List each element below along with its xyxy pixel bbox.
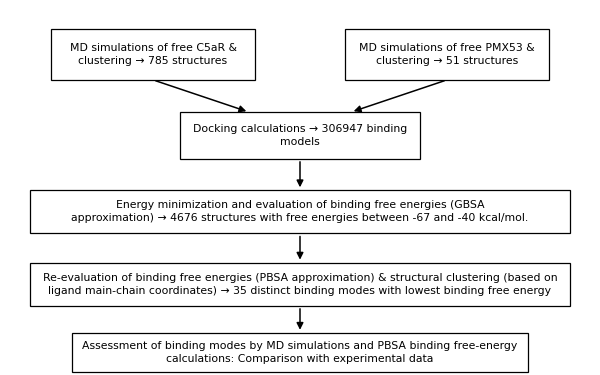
Text: Docking calculations → 306947 binding
models: Docking calculations → 306947 binding mo…: [193, 124, 407, 147]
FancyBboxPatch shape: [51, 29, 255, 80]
FancyBboxPatch shape: [72, 333, 528, 372]
Text: Re-evaluation of binding free energies (PBSA approximation) & structural cluster: Re-evaluation of binding free energies (…: [43, 273, 557, 296]
Text: MD simulations of free PMX53 &
clustering → 51 structures: MD simulations of free PMX53 & clusterin…: [359, 43, 535, 66]
FancyBboxPatch shape: [30, 190, 570, 233]
FancyBboxPatch shape: [30, 262, 570, 306]
FancyBboxPatch shape: [180, 112, 420, 159]
FancyBboxPatch shape: [345, 29, 549, 80]
Text: MD simulations of free C5aR &
clustering → 785 structures: MD simulations of free C5aR & clustering…: [70, 43, 236, 66]
Text: Assessment of binding modes by MD simulations and PBSA binding free-energy
calcu: Assessment of binding modes by MD simula…: [82, 341, 518, 364]
Text: Energy minimization and evaluation of binding free energies (GBSA
approximation): Energy minimization and evaluation of bi…: [71, 200, 529, 223]
